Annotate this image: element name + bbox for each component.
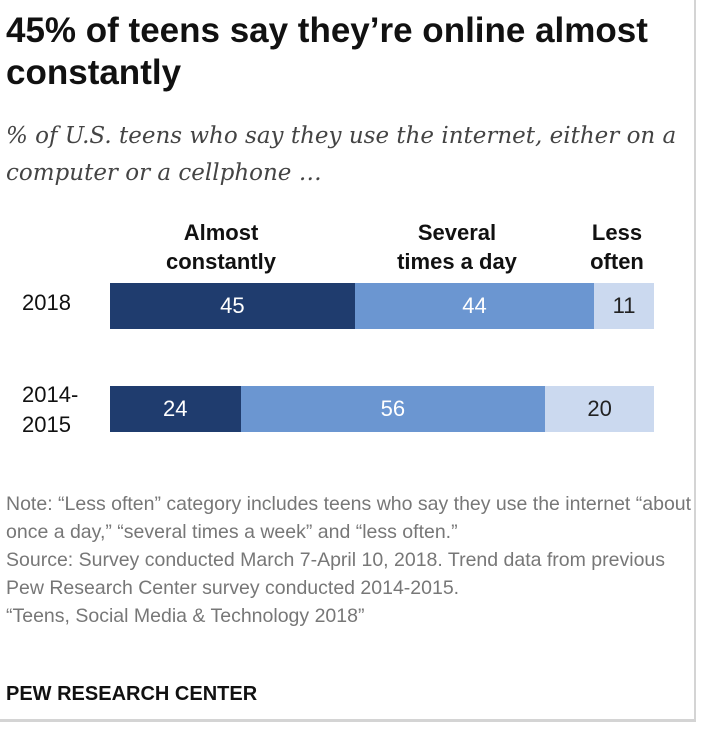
bar-value-label: 20	[587, 396, 612, 421]
row-label-line: 2014-	[22, 382, 79, 407]
brand-logo-text: PEW RESEARCH CENTER	[6, 683, 258, 705]
bar-value-label: 24	[163, 396, 188, 421]
bar-segment: 56	[240, 386, 546, 432]
chart-card: 45% of teens say they’re online almost c…	[0, 0, 696, 722]
chart-title: 45% of teens say they’re online almost c…	[6, 11, 648, 92]
bar-segment: 24	[110, 386, 241, 432]
bar-segment: 44	[354, 283, 595, 329]
column-header-line: Almost	[183, 220, 259, 245]
column-header-2: Several times a day	[367, 218, 547, 276]
row-label: 2018	[22, 288, 71, 318]
bar-segment: 20	[545, 386, 654, 432]
bar-value-label: 11	[612, 293, 636, 318]
bar-segment: 45	[110, 283, 355, 329]
row-label-line: 2018	[22, 290, 71, 315]
bar-segment: 11	[594, 283, 654, 329]
column-header-line: Less	[591, 220, 643, 245]
row-label-line: 2015	[22, 412, 71, 437]
row-label: 2014- 2015	[22, 380, 78, 440]
report-title-text: “Teens, Social Media & Technology 2018”	[6, 605, 365, 627]
column-header-1: Almost constantly	[131, 218, 311, 276]
column-header-line: Several	[417, 220, 497, 245]
footnotes: Note: “Less often” category includes tee…	[6, 490, 692, 630]
note-text: Note: “Less often” category includes tee…	[6, 493, 692, 543]
source-text: Source: Survey conducted March 7-April 1…	[6, 549, 666, 599]
bar-value-label: 56	[380, 396, 406, 421]
chart-subtitle: % of U.S. teens who say they use the int…	[6, 123, 677, 186]
column-header-line: times a day	[397, 249, 517, 274]
bar-value-label: 44	[462, 293, 487, 318]
column-header-line: constantly	[165, 249, 277, 274]
column-header-line: often	[590, 249, 644, 274]
column-header-3: Less often	[527, 218, 707, 276]
bar-value-label: 45	[220, 293, 245, 318]
